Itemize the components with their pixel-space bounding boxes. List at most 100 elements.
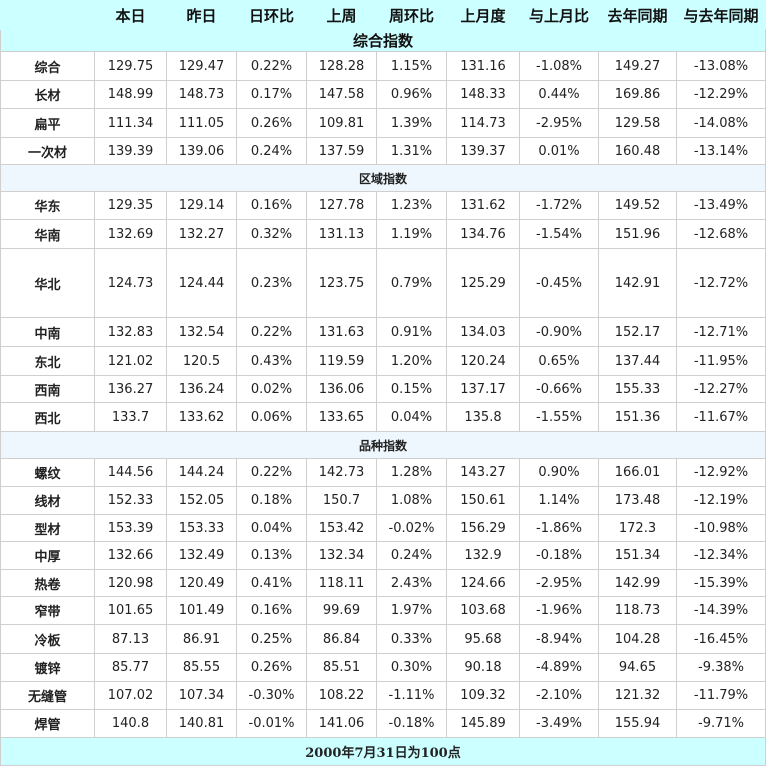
table-row: 华南 132.69 132.27 0.32% 131.13 1.19% 134.76 -1.5… <box>0 219 766 249</box>
row-name: 综合 <box>0 51 95 81</box>
change-cell: -12.71% <box>676 317 766 347</box>
change-cell: -0.18% <box>519 541 599 570</box>
change-cell: -15.39% <box>676 569 766 597</box>
value-cell: 120.5 <box>166 346 237 376</box>
value-cell: 124.73 <box>94 248 167 318</box>
row-name: 线材 <box>0 486 95 515</box>
value-cell: 160.48 <box>598 137 677 165</box>
value-cell: 153.39 <box>94 514 167 542</box>
change-cell: -13.49% <box>676 191 766 220</box>
change-cell: -0.66% <box>519 375 599 403</box>
table-row: 热卷 120.98 120.49 0.41% 118.11 2.43% 124.66 -2.9… <box>0 569 766 597</box>
value-cell: 151.96 <box>598 219 677 249</box>
value-cell: 134.76 <box>446 219 520 249</box>
value-cell: 137.59 <box>306 137 377 165</box>
column-header-row: 本日 昨日 日环比 上周 周环比 上月度 与上月比 去年同期 与去年同期 <box>0 0 766 30</box>
row-name: 扁平 <box>0 108 95 138</box>
value-cell: 144.56 <box>94 458 167 487</box>
table-title: 综合指数 <box>0 29 766 52</box>
value-cell: 148.99 <box>94 80 167 109</box>
change-cell: -12.27% <box>676 375 766 403</box>
change-cell: 0.22% <box>236 317 307 347</box>
value-cell: 131.62 <box>446 191 520 220</box>
base-date-note: 2000年7月31日为100点 <box>0 737 766 766</box>
change-cell: -12.92% <box>676 458 766 487</box>
change-cell: 0.44% <box>519 80 599 109</box>
change-cell: -12.29% <box>676 80 766 109</box>
value-cell: 169.86 <box>598 80 677 109</box>
change-cell: -8.94% <box>519 624 599 654</box>
row-name: 螺纹 <box>0 458 95 487</box>
change-cell: 0.41% <box>236 569 307 597</box>
value-cell: 139.37 <box>446 137 520 165</box>
section-header-row: 品种指数 <box>0 431 766 459</box>
value-cell: 95.68 <box>446 624 520 654</box>
change-cell: 1.31% <box>376 137 447 165</box>
value-cell: 137.17 <box>446 375 520 403</box>
change-cell: 0.96% <box>376 80 447 109</box>
value-cell: 149.27 <box>598 51 677 81</box>
change-cell: -1.11% <box>376 681 447 710</box>
value-cell: 118.73 <box>598 596 677 625</box>
value-cell: 155.33 <box>598 375 677 403</box>
value-cell: 109.81 <box>306 108 377 138</box>
change-cell: 0.15% <box>376 375 447 403</box>
value-cell: 132.66 <box>94 541 167 570</box>
value-cell: 120.98 <box>94 569 167 597</box>
header-today: 本日 <box>94 0 167 30</box>
value-cell: 132.34 <box>306 541 377 570</box>
value-cell: 132.49 <box>166 541 237 570</box>
change-cell: 0.24% <box>236 137 307 165</box>
value-cell: 134.03 <box>446 317 520 347</box>
header-year-change: 与去年同期 <box>676 0 766 30</box>
value-cell: 124.66 <box>446 569 520 597</box>
value-cell: 109.32 <box>446 681 520 710</box>
value-cell: 142.99 <box>598 569 677 597</box>
change-cell: -16.45% <box>676 624 766 654</box>
change-cell: -2.95% <box>519 569 599 597</box>
table-row: 综合 129.75 129.47 0.22% 128.28 1.15% 131.16 -1.0… <box>0 51 766 81</box>
change-cell: 0.79% <box>376 248 447 318</box>
value-cell: 133.62 <box>166 402 237 432</box>
section-label: 品种指数 <box>0 431 766 459</box>
value-cell: 147.58 <box>306 80 377 109</box>
row-name: 无缝管 <box>0 681 95 710</box>
header-last-year: 去年同期 <box>598 0 677 30</box>
value-cell: 142.91 <box>598 248 677 318</box>
value-cell: 151.34 <box>598 541 677 570</box>
change-cell: -2.95% <box>519 108 599 138</box>
table-row: 线材 152.33 152.05 0.18% 150.7 1.08% 150.61 1.14%… <box>0 486 766 515</box>
change-cell: 1.08% <box>376 486 447 515</box>
value-cell: 94.65 <box>598 653 677 682</box>
value-cell: 137.44 <box>598 346 677 376</box>
table-row: 扁平 111.34 111.05 0.26% 109.81 1.39% 114.73 -2.9… <box>0 108 766 138</box>
change-cell: -2.10% <box>519 681 599 710</box>
table-row: 冷板 87.13 86.91 0.25% 86.84 0.33% 95.68 -8.94% 10… <box>0 624 766 654</box>
change-cell: -11.67% <box>676 402 766 432</box>
value-cell: 131.16 <box>446 51 520 81</box>
value-cell: 118.11 <box>306 569 377 597</box>
value-cell: 151.36 <box>598 402 677 432</box>
value-cell: 101.65 <box>94 596 167 625</box>
header-month-change: 与上月比 <box>519 0 599 30</box>
value-cell: 149.52 <box>598 191 677 220</box>
value-cell: 139.06 <box>166 137 237 165</box>
value-cell: 143.27 <box>446 458 520 487</box>
value-cell: 85.51 <box>306 653 377 682</box>
change-cell: -1.08% <box>519 51 599 81</box>
value-cell: 133.7 <box>94 402 167 432</box>
value-cell: 128.28 <box>306 51 377 81</box>
value-cell: 129.58 <box>598 108 677 138</box>
value-cell: 148.73 <box>166 80 237 109</box>
change-cell: -11.95% <box>676 346 766 376</box>
value-cell: 153.42 <box>306 514 377 542</box>
row-name: 中南 <box>0 317 95 347</box>
change-cell: 0.32% <box>236 219 307 249</box>
table-row: 无缝管 107.02 107.34 -0.30% 108.22 -1.11% 109.32-… <box>0 681 766 710</box>
value-cell: 120.24 <box>446 346 520 376</box>
row-name: 中厚 <box>0 541 95 570</box>
section-label: 区域指数 <box>0 164 766 192</box>
value-cell: 114.73 <box>446 108 520 138</box>
value-cell: 145.89 <box>446 709 520 738</box>
table-row: 焊管 140.8 140.81 -0.01% 141.06 -0.18% 145.89 -3.… <box>0 709 766 738</box>
